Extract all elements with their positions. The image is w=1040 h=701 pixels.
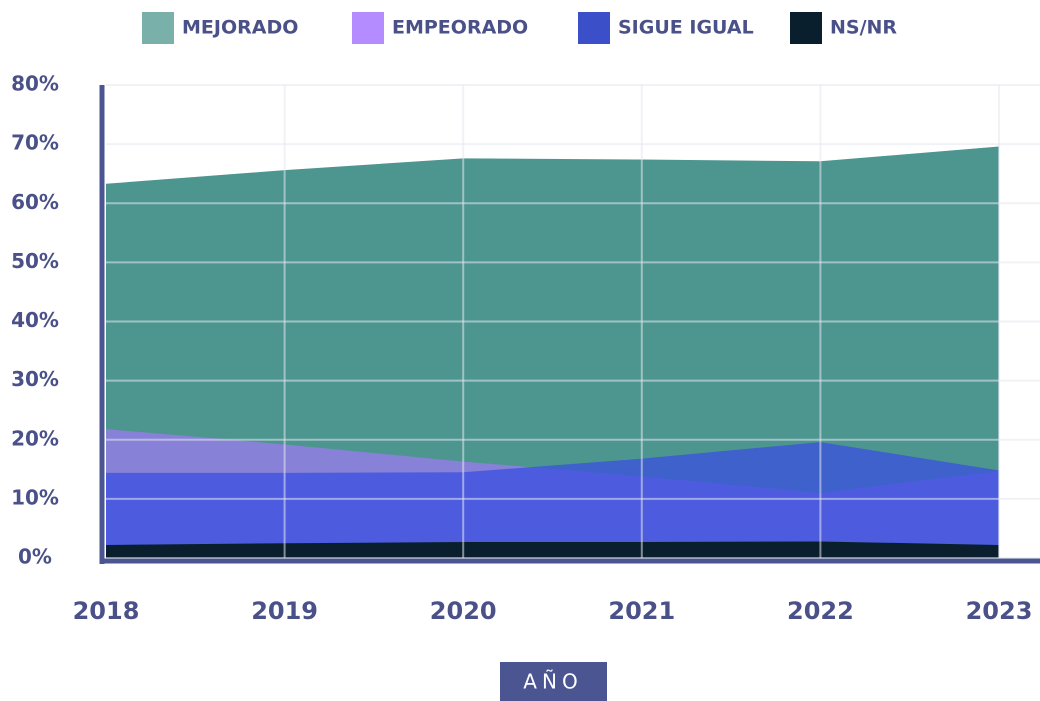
x-tick-label: 2020	[430, 597, 497, 625]
y-tick-label: 10%	[11, 485, 59, 509]
y-tick-label: 20%	[11, 426, 59, 450]
x-tick-label: 2019	[251, 597, 318, 625]
legend-swatch	[352, 12, 384, 44]
legend-label: EMPEORADO	[392, 17, 528, 39]
y-tick-label: 80%	[11, 72, 59, 96]
x-tick-label: 2018	[73, 597, 140, 625]
legend-swatch	[790, 12, 822, 44]
area	[106, 541, 999, 558]
legend-label: MEJORADO	[182, 17, 298, 39]
area	[106, 442, 999, 558]
y-tick-label: 40%	[11, 308, 59, 332]
legend-swatch	[578, 12, 610, 44]
y-tick-label: 50%	[11, 249, 59, 273]
y-tick-label: 60%	[11, 190, 59, 214]
x-axis-title-box	[500, 662, 607, 701]
x-tick-label: 2022	[787, 597, 854, 625]
legend-label: NS/NR	[830, 17, 897, 39]
legend-swatch	[142, 12, 174, 44]
y-tick-label: 30%	[11, 367, 59, 391]
x-axis-title: AÑO	[523, 670, 582, 694]
y-tick-label: 0%	[18, 545, 52, 569]
legend-label: SIGUE IGUAL	[618, 17, 754, 39]
y-tick-label: 70%	[11, 131, 59, 155]
x-tick-label: 2023	[966, 597, 1033, 625]
x-tick-label: 2021	[608, 597, 675, 625]
